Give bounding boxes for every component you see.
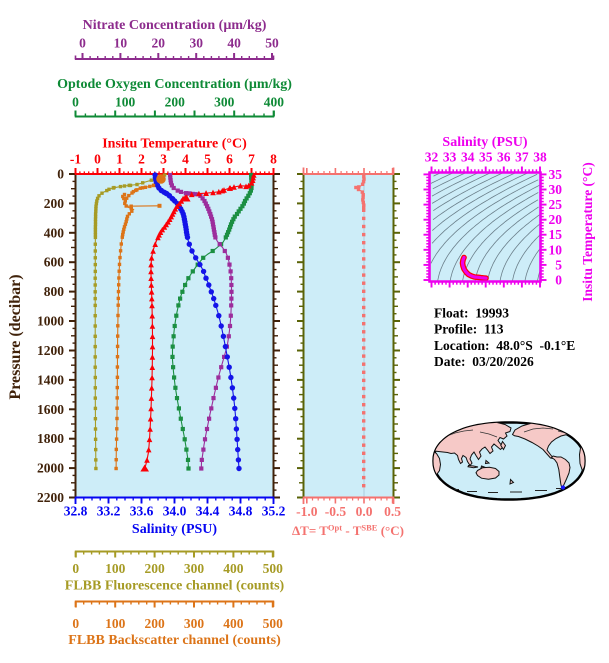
svg-text:200: 200 — [165, 95, 186, 110]
svg-text:8: 8 — [270, 152, 277, 167]
svg-text:6: 6 — [226, 152, 233, 167]
svg-text:50: 50 — [265, 36, 279, 51]
svg-text:32.8: 32.8 — [64, 504, 88, 519]
svg-text:34.8: 34.8 — [229, 504, 253, 519]
svg-text:1: 1 — [116, 152, 123, 167]
svg-text:10: 10 — [114, 36, 128, 51]
svg-text:400: 400 — [223, 616, 244, 631]
svg-text:200: 200 — [144, 616, 165, 631]
svg-text:1400: 1400 — [37, 372, 64, 387]
svg-text:800: 800 — [44, 284, 65, 299]
svg-text:200: 200 — [144, 561, 165, 576]
svg-text:500: 500 — [263, 616, 284, 631]
svg-text:4: 4 — [182, 152, 189, 167]
svg-text:FLBB Fluorescence channel (cou: FLBB Fluorescence channel (counts) — [65, 579, 285, 594]
svg-text:33.6: 33.6 — [130, 504, 154, 519]
svg-text:35: 35 — [479, 150, 493, 165]
svg-text:0: 0 — [72, 95, 79, 110]
svg-text:Salinity (PSU): Salinity (PSU) — [132, 522, 218, 537]
svg-text:100: 100 — [105, 561, 126, 576]
svg-text:300: 300 — [184, 561, 205, 576]
svg-text:100: 100 — [105, 616, 126, 631]
svg-text:Salinity (PSU): Salinity (PSU) — [442, 135, 528, 150]
svg-text:30: 30 — [189, 36, 203, 51]
svg-text:400: 400 — [44, 225, 65, 240]
svg-text:0: 0 — [555, 273, 562, 288]
svg-text:36: 36 — [497, 150, 511, 165]
svg-text:Profile: 113: Profile: 113 — [434, 322, 504, 337]
svg-text:Nitrate Concentration (µm/kg): Nitrate Concentration (µm/kg) — [83, 18, 267, 33]
svg-text:0: 0 — [57, 167, 64, 182]
svg-text:15: 15 — [549, 227, 563, 242]
svg-text:Insitu Temperature (°C): Insitu Temperature (°C) — [102, 137, 247, 152]
svg-text:0.0: 0.0 — [356, 504, 373, 519]
svg-text:Location: 48.0°S -0.1°E: Location: 48.0°S -0.1°E — [434, 338, 575, 353]
svg-text:100: 100 — [115, 95, 136, 110]
svg-text:25: 25 — [549, 197, 563, 212]
svg-text:0.5: 0.5 — [384, 504, 401, 519]
svg-text:33: 33 — [443, 150, 457, 165]
svg-text:600: 600 — [44, 255, 65, 270]
svg-text:Pressure (decibar): Pressure (decibar) — [7, 274, 24, 399]
svg-text:38: 38 — [533, 150, 547, 165]
svg-text:37: 37 — [515, 150, 529, 165]
svg-text:500: 500 — [263, 561, 284, 576]
svg-text:400: 400 — [264, 95, 285, 110]
svg-text:1000: 1000 — [37, 314, 64, 329]
svg-text:3: 3 — [160, 152, 167, 167]
svg-text:-1: -1 — [70, 152, 81, 167]
svg-text:-1.0: -1.0 — [296, 504, 318, 519]
svg-text:5: 5 — [555, 257, 562, 272]
svg-text:5: 5 — [204, 152, 211, 167]
svg-text:30: 30 — [549, 182, 563, 197]
svg-text:300: 300 — [214, 95, 235, 110]
svg-text:40: 40 — [227, 36, 241, 51]
svg-text:1600: 1600 — [37, 402, 64, 417]
svg-text:1800: 1800 — [37, 431, 64, 446]
svg-text:10: 10 — [549, 242, 563, 257]
svg-text:Date: 03/20/2026: Date: 03/20/2026 — [434, 354, 534, 369]
svg-text:0: 0 — [94, 152, 101, 167]
svg-text:Insitu Temperature (°C): Insitu Temperature (°C) — [580, 162, 595, 301]
svg-text:20: 20 — [549, 212, 563, 227]
svg-text:33.2: 33.2 — [97, 504, 121, 519]
svg-text:0: 0 — [79, 36, 86, 51]
svg-text:35.2: 35.2 — [262, 504, 286, 519]
svg-text:ΔT= TOpt - TSBE (°C): ΔT= TOpt - TSBE (°C) — [292, 523, 404, 539]
svg-text:400: 400 — [223, 561, 244, 576]
svg-text:Float: 19993: Float: 19993 — [434, 306, 509, 321]
svg-text:34.0: 34.0 — [163, 504, 187, 519]
svg-text:FLBB Backscatter channel (coun: FLBB Backscatter channel (counts) — [68, 633, 281, 648]
svg-text:200: 200 — [44, 196, 65, 211]
svg-text:0: 0 — [72, 616, 79, 631]
svg-text:1200: 1200 — [37, 343, 64, 358]
svg-text:-0.5: -0.5 — [325, 504, 347, 519]
svg-text:35: 35 — [549, 167, 563, 182]
svg-text:0: 0 — [72, 561, 79, 576]
svg-text:34.4: 34.4 — [196, 504, 220, 519]
svg-text:2200: 2200 — [37, 490, 64, 505]
svg-text:Optode Oxygen Concentration (µ: Optode Oxygen Concentration (µm/kg) — [57, 77, 292, 92]
svg-text:7: 7 — [248, 152, 255, 167]
svg-text:20: 20 — [152, 36, 166, 51]
svg-text:32: 32 — [425, 150, 439, 165]
svg-text:2000: 2000 — [37, 461, 64, 476]
svg-text:34: 34 — [461, 150, 475, 165]
svg-text:300: 300 — [184, 616, 205, 631]
svg-text:2: 2 — [138, 152, 145, 167]
